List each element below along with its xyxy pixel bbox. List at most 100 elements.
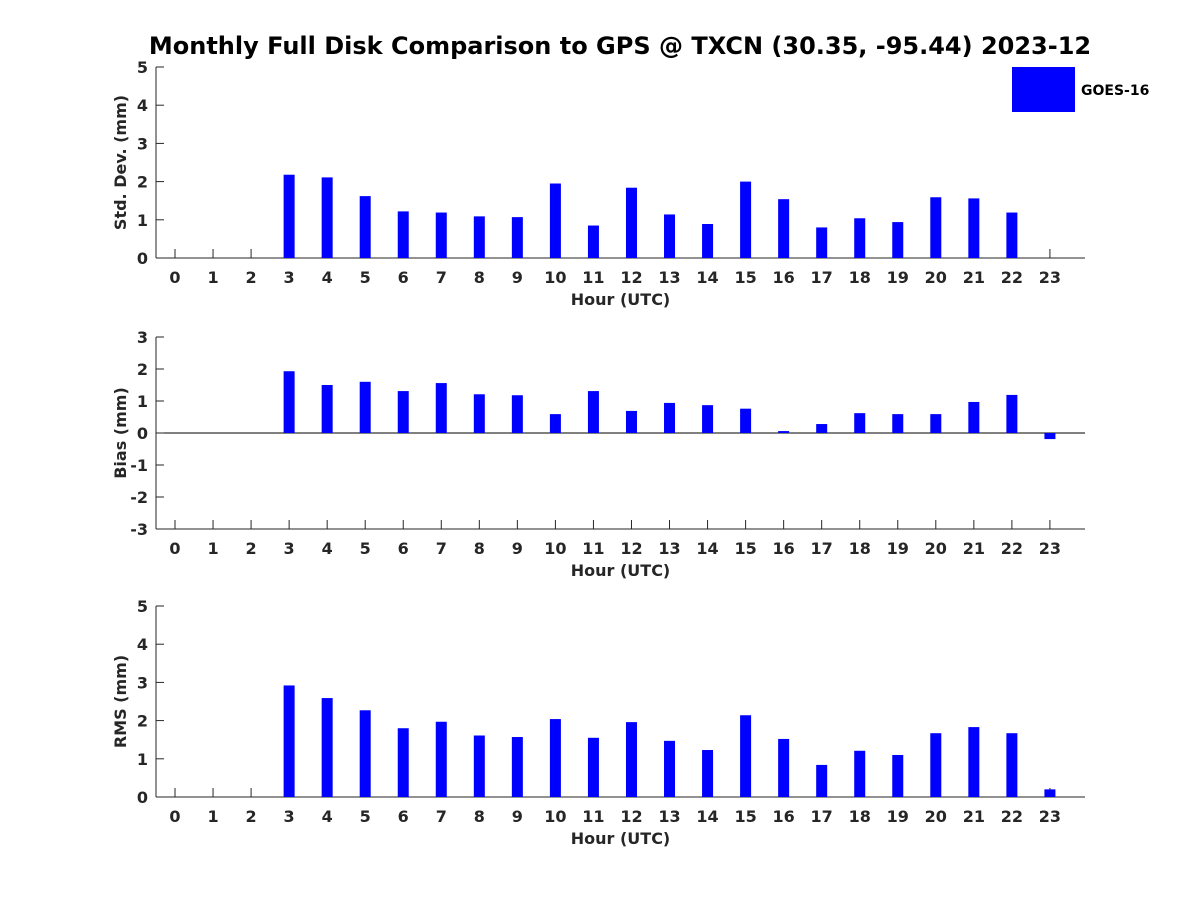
rms-bar [283, 685, 295, 797]
std-dev-x-tick-label: 17 [811, 268, 833, 287]
rms-bar [854, 750, 866, 797]
std-dev-x-tick-label: 11 [582, 268, 604, 287]
std-dev-bar [587, 225, 599, 258]
std-dev-x-tick-label: 0 [169, 268, 180, 287]
rms-bar [435, 721, 447, 797]
std-dev-x-tick-label: 10 [544, 268, 566, 287]
rms-bar [473, 735, 485, 797]
rms-x-tick-label: 14 [696, 807, 718, 826]
bias-bar [435, 383, 447, 433]
rms-x-tick-label: 15 [734, 807, 756, 826]
std-dev-x-tick-label: 8 [474, 268, 485, 287]
std-dev-bar [397, 211, 409, 258]
bias-x-tick-label: 8 [474, 539, 485, 558]
bias-x-tick-label: 3 [284, 539, 295, 558]
bias-bar [778, 431, 790, 433]
rms-x-tick-label: 11 [582, 807, 604, 826]
rms-bar [702, 750, 714, 797]
std-dev-y-tick-label: 0 [137, 249, 148, 268]
rms-y-tick-label: 0 [137, 788, 148, 807]
bias-x-tick-label: 6 [398, 539, 409, 558]
rms-bar [549, 719, 561, 797]
bias-x-tick-label: 15 [734, 539, 756, 558]
bias-bar [473, 394, 485, 433]
std-dev-bar [968, 198, 980, 258]
bias-bar [511, 395, 523, 433]
std-dev-x-tick-label: 1 [207, 268, 218, 287]
rms-x-tick-label: 8 [474, 807, 485, 826]
bias-bar [1044, 433, 1056, 440]
bias-bar [816, 424, 828, 433]
std-dev-x-tick-label: 3 [284, 268, 295, 287]
std-dev-bar [473, 216, 485, 258]
std-dev-x-tick-label: 23 [1039, 268, 1061, 287]
std-dev-y-tick-label: 1 [137, 211, 148, 230]
std-dev-x-tick-label: 14 [696, 268, 718, 287]
bias-x-tick-label: 23 [1039, 539, 1061, 558]
rms-bar [930, 733, 942, 797]
bias-bar [397, 391, 409, 433]
std-dev-y-tick-label: 2 [137, 173, 148, 192]
rms-bar [968, 727, 980, 797]
bias-y-label: Bias (mm) [111, 387, 130, 479]
bias-x-tick-label: 2 [246, 539, 257, 558]
rms-bar [892, 754, 904, 797]
std-dev-bar [740, 181, 752, 258]
std-dev-bar [625, 187, 637, 258]
rms-bar [397, 728, 409, 797]
rms-bar [1006, 733, 1018, 797]
rms-x-tick-label: 20 [925, 807, 947, 826]
std-dev-bar [359, 196, 371, 258]
bias-x-tick-label: 17 [811, 539, 833, 558]
bias-x-tick-label: 5 [360, 539, 371, 558]
std-dev-x-label: Hour (UTC) [571, 290, 671, 309]
std-dev-bar [435, 212, 447, 258]
rms-bar [664, 740, 676, 797]
rms-x-label: Hour (UTC) [571, 829, 671, 848]
rms-x-tick-label: 9 [512, 807, 523, 826]
bias-bar [854, 413, 866, 433]
bias-x-tick-label: 9 [512, 539, 523, 558]
bias-x-tick-label: 7 [436, 539, 447, 558]
bias-x-tick-label: 12 [620, 539, 642, 558]
rms-y-tick-label: 4 [137, 635, 148, 654]
rms-x-tick-label: 21 [963, 807, 985, 826]
std-dev-bar [930, 197, 942, 258]
rms-x-tick-label: 10 [544, 807, 566, 826]
std-dev-bar [549, 183, 561, 258]
rms-bar [778, 738, 790, 797]
bias-x-tick-label: 22 [1001, 539, 1023, 558]
std-dev-y-tick-label: 4 [137, 96, 148, 115]
rms-y-tick-label: 2 [137, 712, 148, 731]
bias-bar [664, 402, 676, 433]
bias-y-tick-label: 3 [137, 328, 148, 347]
rms-bar [359, 710, 371, 797]
rms-x-tick-label: 17 [811, 807, 833, 826]
std-dev-x-tick-label: 21 [963, 268, 985, 287]
rms-x-tick-label: 12 [620, 807, 642, 826]
rms-bar [321, 698, 333, 797]
rms-y-tick-label: 5 [137, 597, 148, 616]
bias-x-tick-label: 21 [963, 539, 985, 558]
legend-label-goes-16: GOES-16 [1081, 83, 1149, 99]
bias-y-tick-label: -2 [130, 488, 148, 507]
std-dev-bar [283, 174, 295, 258]
std-dev-x-tick-label: 9 [512, 268, 523, 287]
rms-x-tick-label: 13 [658, 807, 680, 826]
bias-bar [930, 414, 942, 433]
bias-bar [587, 391, 599, 433]
bias-x-tick-label: 0 [169, 539, 180, 558]
bias-bar [968, 401, 980, 433]
std-dev-x-tick-label: 16 [773, 268, 795, 287]
bias-x-tick-label: 11 [582, 539, 604, 558]
rms-x-tick-label: 22 [1001, 807, 1023, 826]
std-dev-y-tick-label: 5 [137, 58, 148, 77]
rms-bar [816, 764, 828, 797]
legend: GOES-16 [1012, 67, 1149, 112]
bias-bar [359, 381, 371, 433]
rms-x-tick-label: 3 [284, 807, 295, 826]
